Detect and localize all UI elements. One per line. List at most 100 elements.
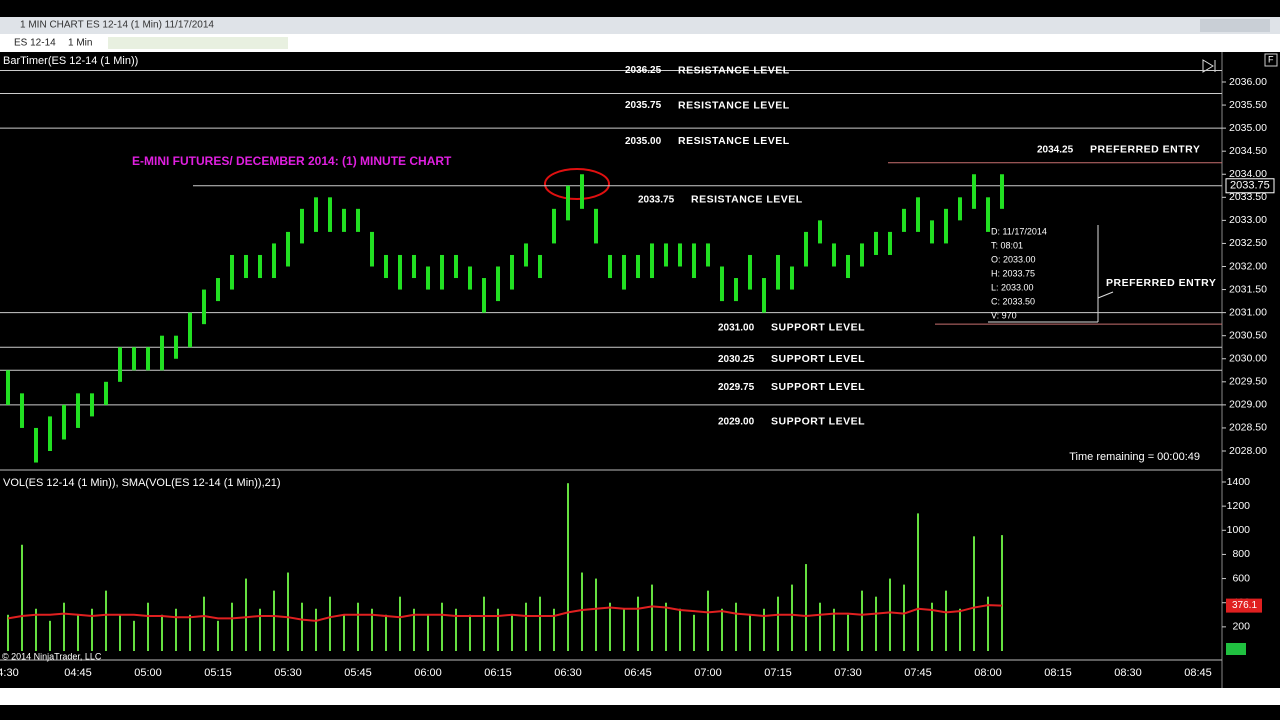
price-bar xyxy=(790,266,794,290)
volume-bar xyxy=(539,596,541,651)
volume-bar xyxy=(651,584,653,651)
volume-bar xyxy=(245,578,247,651)
price-bar xyxy=(510,254,514,290)
y-tick-label: 2034.00 xyxy=(1229,168,1267,180)
level-price: 2033.75 xyxy=(638,194,675,205)
volume-bar xyxy=(1001,535,1003,651)
price-bar xyxy=(832,243,836,267)
volume-bar xyxy=(637,596,639,651)
level-price: 2029.00 xyxy=(718,417,755,428)
x-tick-label: 07:15 xyxy=(764,667,792,679)
price-bar xyxy=(804,231,808,267)
indicator-label: BarTimer(ES 12-14 (1 Min)) xyxy=(3,55,138,67)
volume-bar xyxy=(511,614,513,651)
price-bar xyxy=(860,243,864,267)
current-price-box xyxy=(1225,178,1275,194)
price-bar xyxy=(454,254,458,279)
volume-bar xyxy=(595,578,597,651)
toolbar-icons[interactable] xyxy=(108,37,288,49)
price-bar xyxy=(958,197,962,221)
y-tick-label: 2031.00 xyxy=(1229,306,1267,318)
volume-bar xyxy=(357,602,359,651)
price-bar xyxy=(650,243,654,279)
volume-bar xyxy=(945,590,947,651)
volume-bar xyxy=(987,596,989,651)
volume-bar xyxy=(525,602,527,651)
price-bar xyxy=(776,254,780,290)
level-label: SUPPORT LEVEL xyxy=(771,321,865,333)
price-bar xyxy=(636,254,640,279)
price-bar xyxy=(748,254,752,290)
volume-bar xyxy=(203,596,205,651)
price-bar xyxy=(608,254,612,279)
price-bar xyxy=(398,254,402,290)
price-bar xyxy=(76,393,80,428)
price-bar xyxy=(440,254,444,290)
volume-bar xyxy=(217,620,219,651)
volume-bar xyxy=(889,578,891,651)
x-tick-label: 06:30 xyxy=(554,667,582,679)
price-bar xyxy=(272,243,276,279)
volume-bar xyxy=(49,620,51,651)
volume-bar xyxy=(469,614,471,651)
volume-bar xyxy=(301,602,303,651)
price-bar xyxy=(384,254,388,279)
level-price: 2035.00 xyxy=(625,136,662,147)
x-tick-label: 06:00 xyxy=(414,667,442,679)
f-button[interactable] xyxy=(1264,53,1278,67)
instrument-select[interactable]: ES 12-14 xyxy=(14,38,56,49)
x-tick-label: 05:30 xyxy=(274,667,302,679)
f-button-label[interactable]: F xyxy=(1268,54,1274,64)
volume-bar xyxy=(7,614,9,651)
volume-bar xyxy=(371,608,373,651)
volume-bar xyxy=(679,608,681,651)
level-label: RESISTANCE LEVEL xyxy=(678,135,790,147)
x-tick-label: 08:30 xyxy=(1114,667,1142,679)
price-bar xyxy=(930,220,934,244)
price-bar xyxy=(314,197,318,232)
tooltip-line: V: 970 xyxy=(991,310,1017,320)
level-label: SUPPORT LEVEL xyxy=(771,353,865,365)
volume-bar xyxy=(665,602,667,651)
tooltip-line: T: 08:01 xyxy=(991,240,1023,250)
volume-bar xyxy=(707,590,709,651)
price-bar xyxy=(174,335,178,359)
price-bar xyxy=(160,335,164,371)
price-bar xyxy=(706,243,710,267)
scrollbar[interactable] xyxy=(0,688,1280,705)
x-tick-label: 08:45 xyxy=(1184,667,1212,679)
volume-bar xyxy=(791,584,793,651)
window-controls[interactable] xyxy=(1200,19,1270,32)
volume-bar xyxy=(21,544,23,651)
v-tick-label: 1400 xyxy=(1227,476,1251,488)
price-bar xyxy=(328,197,332,232)
volume-bar xyxy=(693,614,695,651)
price-bar xyxy=(1000,174,1004,209)
y-tick-label: 2032.00 xyxy=(1229,260,1267,272)
volume-box xyxy=(1226,643,1246,655)
y-tick-label: 2036.00 xyxy=(1229,76,1267,88)
volume-bar xyxy=(147,602,149,651)
level-label: SUPPORT LEVEL xyxy=(771,416,865,428)
volume-bar xyxy=(931,602,933,651)
price-bar xyxy=(902,208,906,232)
price-bar xyxy=(874,231,878,255)
volume-bar xyxy=(133,620,135,651)
x-tick-label: 06:15 xyxy=(484,667,512,679)
copyright: © 2014 NinjaTrader, LLC xyxy=(2,651,102,661)
y-tick-label: 2030.50 xyxy=(1229,329,1267,341)
price-bar xyxy=(818,220,822,244)
tooltip-line: O: 2033.00 xyxy=(991,254,1036,264)
volume-bar xyxy=(385,614,387,651)
price-bar xyxy=(580,174,584,209)
level-price: 2031.00 xyxy=(718,322,755,333)
volume-bar xyxy=(847,614,849,651)
interval-select[interactable]: 1 Min xyxy=(68,38,92,49)
volume-bar xyxy=(581,572,583,651)
v-tick-label: 1000 xyxy=(1227,524,1251,536)
volume-bar xyxy=(427,614,429,651)
tooltip-line: C: 2033.50 xyxy=(991,296,1035,306)
volume-bar xyxy=(763,608,765,651)
sma-value: 376.1 xyxy=(1232,600,1257,611)
level-label: PREFERRED ENTRY xyxy=(1090,144,1200,156)
